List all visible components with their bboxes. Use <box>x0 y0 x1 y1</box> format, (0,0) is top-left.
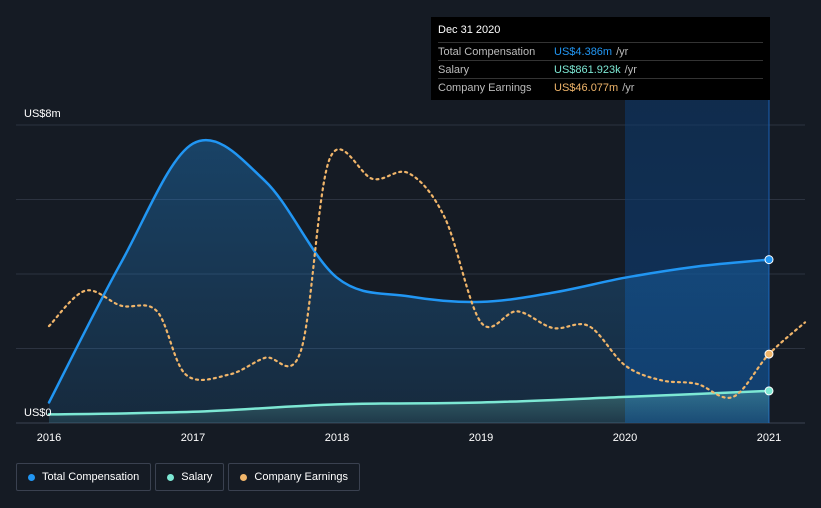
tooltip-value: US$4.386m <box>554 45 613 58</box>
legend-item-salary[interactable]: Salary <box>155 463 225 491</box>
legend-dot-icon <box>28 473 35 481</box>
x-tick-label: 2017 <box>181 432 205 444</box>
company-earnings-line <box>47 148 807 399</box>
x-tick-label: 2020 <box>613 432 637 444</box>
x-tick-label: 2018 <box>325 432 349 444</box>
series-markers <box>764 255 774 396</box>
salary-marker <box>764 386 774 396</box>
legend-dot-icon <box>240 473 248 481</box>
x-tick-label: 2016 <box>37 432 61 444</box>
total-compensation-marker <box>764 255 774 265</box>
company-earnings-marker <box>764 349 774 359</box>
y-axis-top-label: US$8m <box>24 108 61 120</box>
tooltip-label: Total Compensation <box>438 45 536 58</box>
legend-label: Company Earnings <box>254 471 348 483</box>
total-compensation-line <box>47 138 771 404</box>
salary-line <box>47 389 771 416</box>
tooltip-label: Salary <box>438 63 470 76</box>
tooltip-value: US$861.923k <box>554 63 621 76</box>
legend-label: Total Compensation <box>42 471 140 483</box>
legend-label: Salary <box>181 471 213 483</box>
tooltip-unit: /yr <box>622 81 635 94</box>
legend-item-total-compensation[interactable]: Total Compensation <box>16 463 152 491</box>
legend-item-company-earnings[interactable]: Company Earnings <box>228 463 360 491</box>
tooltip-row-total-compensation: Total Compensation US$4.386m /yr <box>438 42 763 60</box>
x-tick-label: 2021 <box>757 432 781 444</box>
y-axis-bottom-label: US$0 <box>24 407 52 419</box>
tooltip-value: US$46.077m <box>554 81 619 94</box>
x-axis: 2016 2017 2018 2019 2020 2021 <box>37 432 781 444</box>
series-lines <box>47 138 807 416</box>
tooltip-row-salary: Salary US$861.923k /yr <box>438 60 763 78</box>
x-tick-label: 2019 <box>469 432 493 444</box>
tooltip-row-company-earnings: Company Earnings US$46.077m /yr <box>438 78 763 96</box>
chart-legend: Total Compensation Salary Company Earnin… <box>16 463 360 491</box>
tooltip-date: Dec 31 2020 <box>438 24 501 36</box>
total-compensation-area <box>49 140 769 423</box>
tooltip-unit: /yr <box>624 63 637 76</box>
legend-dot-icon <box>167 473 175 481</box>
tooltip: Dec 31 2020 Total Compensation US$4.386m… <box>431 17 770 100</box>
tooltip-label: Company Earnings <box>438 81 532 94</box>
tooltip-unit: /yr <box>616 45 629 58</box>
